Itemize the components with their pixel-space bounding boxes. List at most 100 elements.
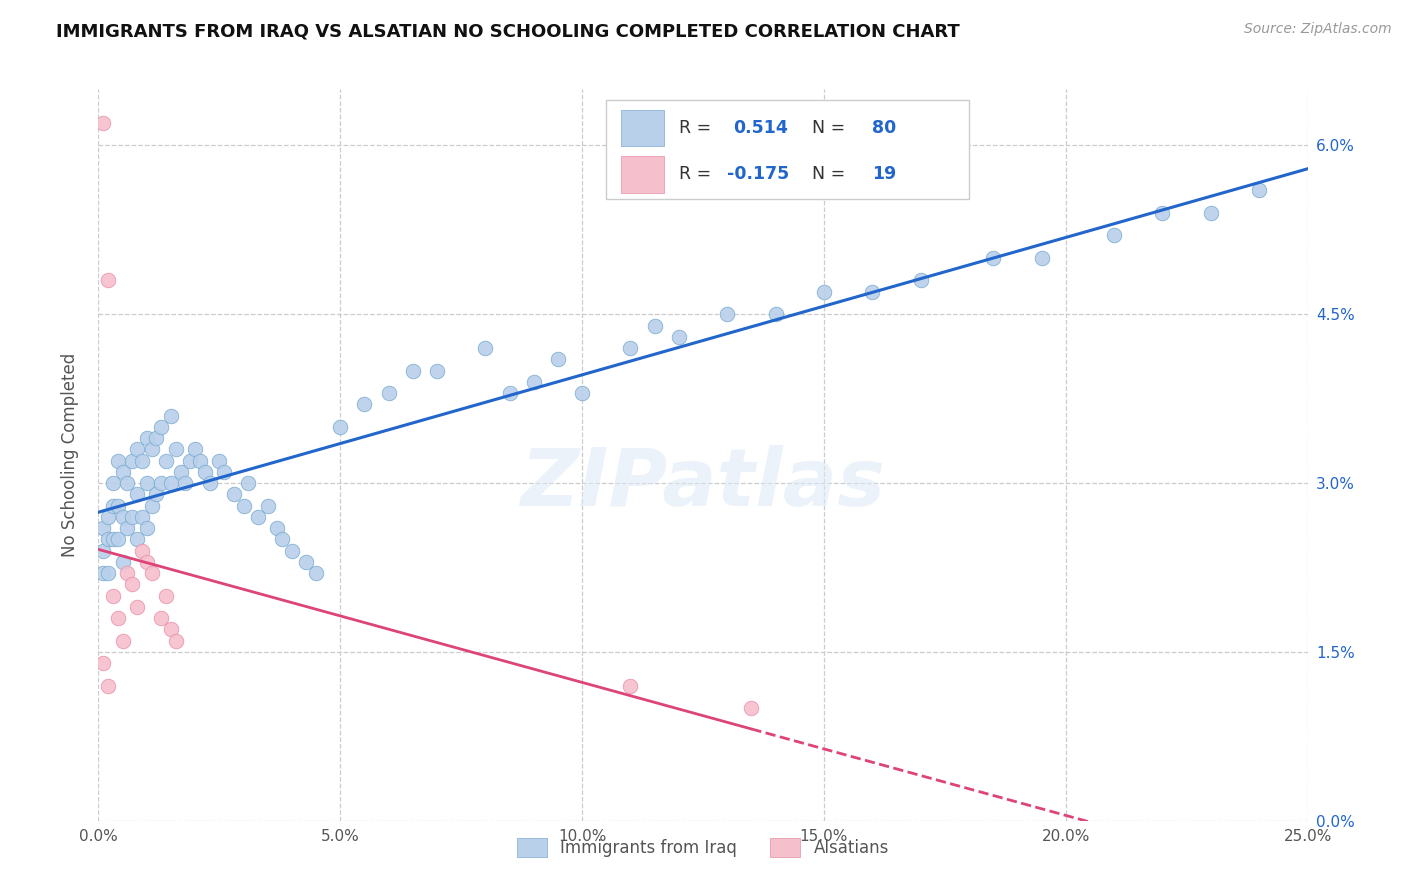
Point: [111, 555, 134, 569]
Point: [266, 521, 288, 535]
Point: [107, 453, 129, 467]
Point: [716, 307, 738, 321]
Point: [198, 476, 221, 491]
Point: [121, 577, 143, 591]
Point: [238, 476, 260, 491]
Point: [523, 375, 546, 389]
Point: [740, 701, 762, 715]
Point: [305, 566, 328, 580]
Point: [121, 509, 143, 524]
Point: [101, 589, 124, 603]
Point: [547, 352, 569, 367]
Point: [91, 543, 114, 558]
Y-axis label: No Schooling Completed: No Schooling Completed: [60, 353, 79, 557]
Point: [131, 509, 153, 524]
Point: [145, 487, 167, 501]
Point: [107, 611, 129, 625]
Point: [179, 453, 201, 467]
Point: [101, 533, 124, 547]
Point: [281, 543, 304, 558]
Point: [474, 341, 496, 355]
Point: [222, 487, 245, 501]
Point: [141, 499, 163, 513]
Point: [169, 465, 191, 479]
Point: [141, 566, 163, 580]
Point: [127, 533, 149, 547]
Point: [981, 251, 1004, 265]
Point: [135, 555, 157, 569]
Point: [188, 453, 211, 467]
Point: [145, 431, 167, 445]
Text: N =: N =: [811, 165, 851, 183]
Point: [101, 476, 124, 491]
FancyBboxPatch shape: [621, 156, 664, 193]
Point: [150, 611, 173, 625]
Point: [91, 566, 114, 580]
Point: [131, 453, 153, 467]
FancyBboxPatch shape: [606, 100, 969, 199]
Point: [184, 442, 207, 457]
Point: [150, 419, 173, 434]
Point: [141, 442, 163, 457]
Point: [247, 509, 270, 524]
Text: IMMIGRANTS FROM IRAQ VS ALSATIAN NO SCHOOLING COMPLETED CORRELATION CHART: IMMIGRANTS FROM IRAQ VS ALSATIAN NO SCHO…: [56, 22, 960, 40]
Legend: Immigrants from Iraq, Alsatians: Immigrants from Iraq, Alsatians: [510, 831, 896, 863]
Point: [155, 589, 177, 603]
Text: ZIPatlas: ZIPatlas: [520, 445, 886, 524]
Point: [117, 566, 139, 580]
Point: [668, 330, 690, 344]
Point: [765, 307, 787, 321]
Point: [426, 363, 449, 377]
Point: [860, 285, 883, 299]
Point: [1249, 184, 1271, 198]
Point: [117, 521, 139, 535]
Point: [165, 442, 187, 457]
Point: [97, 679, 120, 693]
Point: [329, 419, 352, 434]
Point: [127, 599, 149, 614]
Point: [160, 409, 183, 423]
Text: 19: 19: [872, 165, 897, 183]
Point: [160, 623, 183, 637]
Point: [97, 566, 120, 580]
FancyBboxPatch shape: [621, 110, 664, 146]
Point: [91, 521, 114, 535]
Point: [212, 465, 235, 479]
Point: [111, 465, 134, 479]
Point: [111, 633, 134, 648]
Point: [91, 116, 114, 130]
Point: [135, 476, 157, 491]
Point: [232, 499, 254, 513]
Point: [127, 487, 149, 501]
Point: [194, 465, 217, 479]
Point: [165, 633, 187, 648]
Text: 0.514: 0.514: [734, 119, 789, 136]
Point: [619, 679, 641, 693]
Point: [295, 555, 318, 569]
Point: [402, 363, 425, 377]
Point: [97, 509, 120, 524]
Point: [1152, 206, 1174, 220]
Point: [127, 442, 149, 457]
Point: [256, 499, 278, 513]
Point: [644, 318, 666, 333]
Point: [353, 397, 375, 411]
Point: [498, 386, 520, 401]
Point: [1102, 228, 1125, 243]
Text: Source: ZipAtlas.com: Source: ZipAtlas.com: [1244, 22, 1392, 37]
Point: [208, 453, 231, 467]
Text: R =: R =: [679, 165, 717, 183]
Point: [1031, 251, 1053, 265]
Text: N =: N =: [811, 119, 851, 136]
Point: [619, 341, 641, 355]
Point: [97, 533, 120, 547]
Point: [131, 543, 153, 558]
Point: [101, 499, 124, 513]
Text: R =: R =: [679, 119, 717, 136]
Point: [107, 499, 129, 513]
Point: [121, 453, 143, 467]
Point: [135, 431, 157, 445]
Point: [107, 533, 129, 547]
Point: [377, 386, 399, 401]
Point: [1199, 206, 1222, 220]
